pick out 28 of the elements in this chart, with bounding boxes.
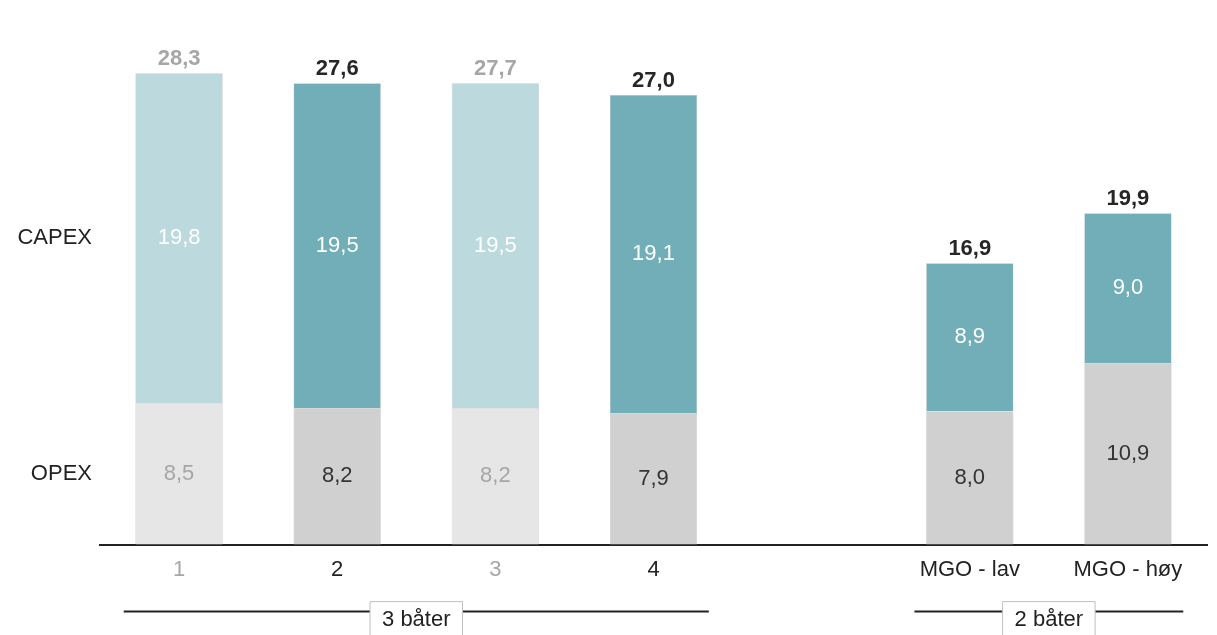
series-label: CAPEX (17, 224, 93, 250)
data-label: 19,5 (315, 231, 359, 257)
series-label: OPEX (30, 459, 93, 485)
data-label: 8,0 (954, 464, 986, 490)
x-tick-label: MGO - høy (1073, 555, 1183, 581)
x-tick-label: 1 (172, 555, 186, 581)
data-label: 10,9 (1106, 439, 1150, 465)
total-label: 19,9 (1106, 185, 1150, 211)
text: 3 båter (382, 605, 451, 631)
total-label: 27,7 (473, 55, 517, 81)
x-tick-label: 3 (489, 555, 502, 581)
total-label: 16,9 (948, 235, 992, 261)
x-tick-label: 2 (331, 555, 344, 581)
text: 2 båter (1014, 605, 1084, 631)
total-label: 27,6 (315, 55, 359, 81)
data-label: 8,5 (163, 459, 195, 485)
data-label: 19,8 (157, 224, 201, 250)
data-label: 7,9 (638, 464, 669, 490)
data-label: 19,1 (632, 240, 675, 266)
data-label: 8,2 (480, 462, 511, 488)
x-tick-label: 4 (647, 555, 660, 581)
x-tick-label: MGO - lav (919, 555, 1020, 581)
data-label: 8,2 (321, 462, 353, 488)
total-label: 27,0 (632, 67, 675, 93)
data-label: 9,0 (1112, 274, 1144, 300)
data-label: 8,9 (954, 323, 986, 349)
total-label: 28,3 (157, 45, 201, 71)
data-label: 19,5 (473, 231, 517, 257)
